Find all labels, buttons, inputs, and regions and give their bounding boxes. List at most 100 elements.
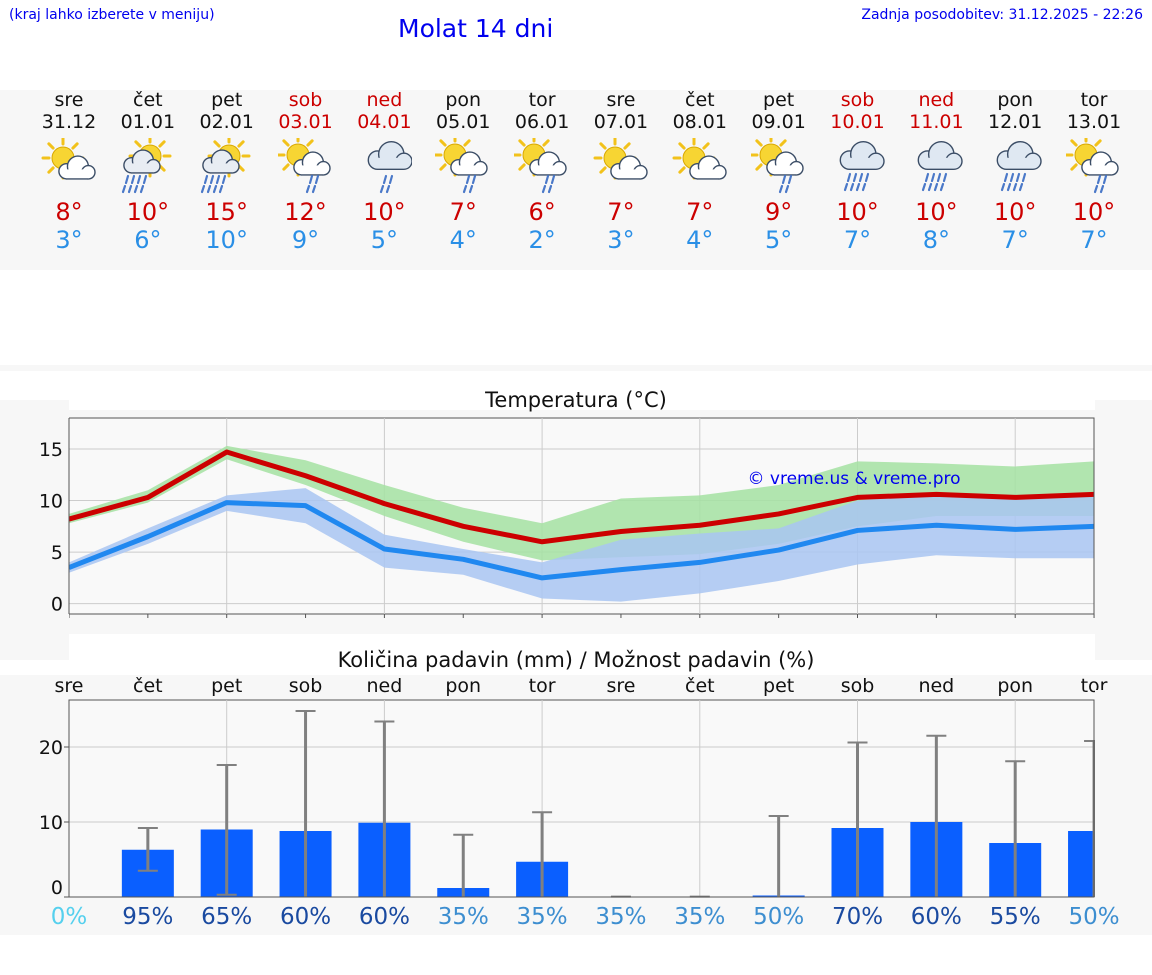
separator-band [0, 365, 1152, 371]
day-date: 13.01 [1066, 111, 1122, 133]
min-temperature: 10° [205, 226, 248, 254]
min-temperature: 4° [449, 226, 477, 254]
precipitation-day-label: pet [211, 675, 243, 697]
precipitation-probability: 60% [358, 904, 410, 930]
min-temperature: 7° [1080, 226, 1108, 254]
precipitation-day-label: sre [54, 675, 84, 697]
max-temperature: 7° [449, 198, 477, 226]
forecast-strip [0, 90, 1152, 270]
last-updated: Zadnja posodobitev: 31.12.2025 - 22:26 [861, 7, 1143, 23]
day-date: 09.01 [751, 111, 806, 133]
sun-cloud-icon [41, 138, 96, 180]
day-name: sre [54, 89, 84, 111]
y-tick-label: 10 [39, 491, 63, 513]
precipitation-probability: 55% [989, 904, 1041, 930]
precipitation-probability: 35% [595, 904, 647, 930]
day-date: 02.01 [199, 111, 254, 133]
sun-light-rain-icon [277, 138, 331, 194]
precipitation-day-label: sre [606, 675, 636, 697]
precipitation-day-label: sob [288, 675, 323, 697]
day-name: sob [288, 89, 323, 111]
precipitation-probability: 50% [1068, 904, 1120, 930]
max-temperature: 15° [205, 198, 248, 226]
precipitation-day-label: čet [685, 675, 715, 697]
sun-light-rain-icon [1066, 138, 1119, 194]
precipitation-day-label: tor [528, 675, 556, 697]
plot-margin-left [0, 400, 69, 660]
day-date: 03.01 [278, 111, 333, 133]
precipitation-day-label: ned [918, 675, 955, 697]
min-temperature: 8° [922, 226, 950, 254]
min-temperature: 7° [1001, 226, 1029, 254]
day-name: ned [918, 89, 955, 111]
sun-light-rain-icon [435, 138, 488, 194]
precipitation-chart-title: Količina padavin (mm) / Možnost padavin … [337, 648, 815, 672]
sun-cloud-icon [593, 138, 648, 180]
day-name: tor [1080, 89, 1108, 111]
precipitation-day-label: sob [840, 675, 875, 697]
max-temperature: 10° [1072, 198, 1116, 226]
day-date: 07.01 [593, 111, 649, 133]
max-temperature: 10° [836, 198, 879, 226]
precipitation-day-label: pon [445, 675, 482, 697]
cloud-rain-icon [917, 141, 964, 192]
min-temperature: 4° [686, 226, 714, 254]
plot-margin-right [1095, 400, 1152, 660]
precipitation-probability: 60% [279, 904, 332, 930]
precipitation-probability: 50% [753, 904, 805, 930]
max-temperature-range-band [69, 445, 1095, 561]
precipitation-day-label: pet [763, 675, 795, 697]
max-temperature: 7° [686, 198, 714, 226]
max-temperature: 10° [915, 198, 958, 226]
day-name: pet [211, 89, 243, 111]
day-name: pet [763, 89, 795, 111]
day-date: 05.01 [436, 111, 491, 133]
day-date: 10.01 [830, 111, 885, 133]
min-temperature: 2° [528, 226, 556, 254]
precipitation-day-label: čet [133, 675, 163, 697]
y-tick-label: 15 [39, 439, 63, 461]
temperature-chart-title: Temperatura (°C) [485, 388, 667, 412]
max-temperature: 10° [126, 198, 170, 226]
y-tick-label: 20 [39, 737, 63, 759]
max-temperature: 12° [284, 198, 327, 226]
min-temperature: 5° [765, 226, 793, 254]
sun-cloud-icon [672, 138, 727, 180]
precipitation-probability: 35% [516, 904, 568, 930]
precipitation-probability: 95% [122, 904, 174, 930]
max-temperature: 8° [55, 198, 83, 226]
min-temperature: 3° [607, 226, 635, 254]
min-temperature: 7° [843, 226, 872, 254]
precipitation-probability: 35% [437, 904, 489, 930]
day-date: 11.01 [909, 111, 964, 133]
max-temperature: 7° [607, 198, 635, 226]
day-name: tor [528, 89, 556, 111]
max-temperature: 10° [363, 198, 406, 226]
day-date: 06.01 [514, 111, 570, 133]
day-name: sre [606, 89, 636, 111]
min-temperature: 5° [370, 226, 399, 254]
day-date: 04.01 [357, 111, 412, 133]
day-date: 01.01 [120, 111, 176, 133]
page-title: Molat 14 dni [398, 14, 554, 43]
y-tick-label: 0 [51, 594, 63, 616]
precipitation-probability: 60% [910, 904, 962, 930]
min-temperature: 6° [134, 226, 162, 254]
min-temperature-line [68, 500, 1095, 581]
min-temperature: 9° [291, 226, 320, 254]
day-name: ned [366, 89, 403, 111]
region-menu-link[interactable]: (kraj lahko izberete v meniju) [9, 7, 215, 23]
max-temperature: 6° [528, 198, 556, 226]
max-temperature-line [68, 449, 1095, 545]
day-name: čet [133, 89, 163, 111]
precipitation-day-label: pon [997, 675, 1034, 697]
max-temperature: 9° [765, 198, 793, 226]
day-name: sob [840, 89, 875, 111]
day-date: 08.01 [672, 111, 727, 133]
day-date: 12.01 [987, 111, 1043, 133]
precipitation-probability: 65% [201, 904, 253, 930]
y-tick-label: 5 [51, 542, 63, 564]
max-temperature: 10° [993, 198, 1037, 226]
precipitation-probability: 70% [831, 904, 884, 930]
day-name: pon [997, 89, 1034, 111]
